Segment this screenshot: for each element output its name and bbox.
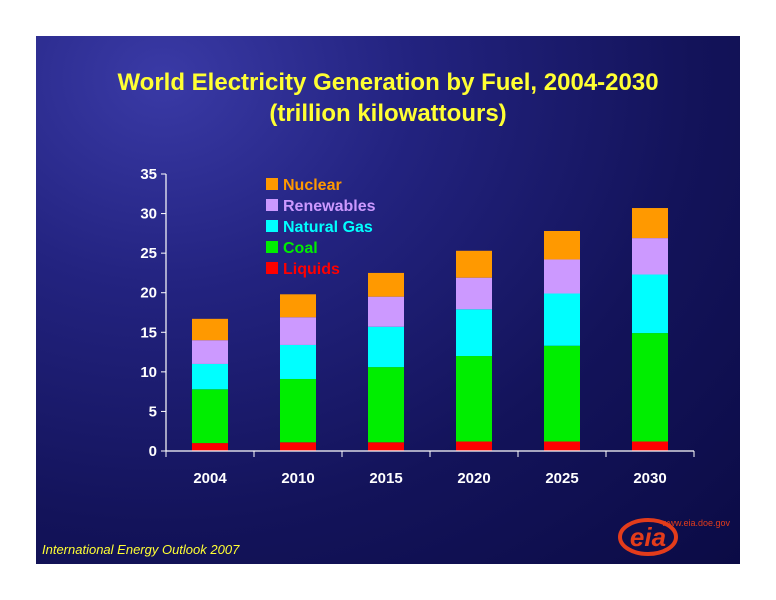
bar-segment-natural-gas-2010 xyxy=(280,344,316,379)
bar-segment-natural-gas-2030 xyxy=(632,274,668,334)
y-tick-label-0: 0 xyxy=(149,443,157,460)
bar-segment-coal-2025 xyxy=(544,345,580,442)
legend-label-renewables: Renewables xyxy=(283,198,376,215)
bar-segment-natural-gas-2015 xyxy=(368,326,404,368)
bar-segment-coal-2010 xyxy=(280,378,316,443)
source-footer: International Energy Outlook 2007 xyxy=(42,542,240,557)
x-tick-label-2025: 2025 xyxy=(545,470,578,487)
bar-segment-liquids-2030 xyxy=(632,441,668,451)
stacked-bar-chart: 2004 2010 2015 2020 2025 203005101520253035Nu… xyxy=(140,166,695,487)
x-tick-label-2015: 2015 xyxy=(369,470,402,487)
bar-segment-renewables-2020 xyxy=(456,277,492,310)
bar-segment-nuclear-2025 xyxy=(544,230,580,260)
legend-label-liquids: Liquids xyxy=(283,261,340,278)
legend-swatch-natural-gas xyxy=(266,220,278,232)
y-tick-label-15: 15 xyxy=(140,324,157,341)
bar-segment-nuclear-2020 xyxy=(456,250,492,278)
y-tick-label-20: 20 xyxy=(140,285,157,302)
eia-logo: eia www.eia.doe.gov xyxy=(618,518,731,556)
chart-subtitle: (trillion kilowattours) xyxy=(269,100,507,127)
bar-segment-liquids-2020 xyxy=(456,441,492,451)
chart-title: World Electricity Generation by Fuel, 20… xyxy=(117,69,659,96)
legend-swatch-nuclear xyxy=(266,178,278,190)
bar-segment-renewables-2010 xyxy=(280,317,316,345)
bar-segment-renewables-2015 xyxy=(368,296,404,327)
y-tick-label-10: 10 xyxy=(140,364,157,381)
y-tick-label-5: 5 xyxy=(149,403,157,420)
bar-segment-natural-gas-2025 xyxy=(544,293,580,346)
legend-label-nuclear: Nuclear xyxy=(283,177,342,194)
x-tick-label-2030: 2030 xyxy=(633,470,666,487)
bar-segment-coal-2015 xyxy=(368,367,404,443)
x-tick-label-2020: 2020 xyxy=(457,470,490,487)
y-tick-label-25: 25 xyxy=(140,245,157,262)
legend-swatch-coal xyxy=(266,241,278,253)
legend-swatch-liquids xyxy=(266,262,278,274)
x-tick-label-2004: 2004 xyxy=(193,470,227,487)
bar-segment-coal-2020 xyxy=(456,356,492,442)
bar-segment-coal-2004 xyxy=(192,389,228,444)
legend-label-coal: Coal xyxy=(283,240,318,257)
bar-segment-coal-2030 xyxy=(632,333,668,442)
bar-segment-nuclear-2030 xyxy=(632,208,668,239)
eia-url-text: www.eia.doe.gov xyxy=(661,518,731,528)
eia-logo-text: eia xyxy=(630,522,666,552)
bar-segment-liquids-2010 xyxy=(280,442,316,451)
bar-segment-natural-gas-2020 xyxy=(456,309,492,357)
bar-segment-liquids-2025 xyxy=(544,441,580,451)
bar-segment-nuclear-2010 xyxy=(280,294,316,318)
bar-segment-renewables-2030 xyxy=(632,238,668,275)
bar-segment-renewables-2025 xyxy=(544,259,580,294)
y-tick-label-30: 30 xyxy=(140,206,157,223)
bar-segment-renewables-2004 xyxy=(192,340,228,364)
eia-logo-ring xyxy=(618,518,678,556)
bar-segment-liquids-2004 xyxy=(192,443,228,451)
legend-swatch-renewables xyxy=(266,199,278,211)
x-tick-label-2010: 2010 xyxy=(281,470,314,487)
bar-segment-natural-gas-2004 xyxy=(192,363,228,390)
legend-label-natural-gas: Natural Gas xyxy=(283,219,373,236)
y-tick-label-35: 35 xyxy=(140,166,157,183)
bar-segment-liquids-2015 xyxy=(368,442,404,451)
bar-segment-nuclear-2015 xyxy=(368,272,404,297)
slide-background: World Electricity Generation by Fuel, 20… xyxy=(36,36,740,564)
bar-segment-nuclear-2004 xyxy=(192,318,228,341)
